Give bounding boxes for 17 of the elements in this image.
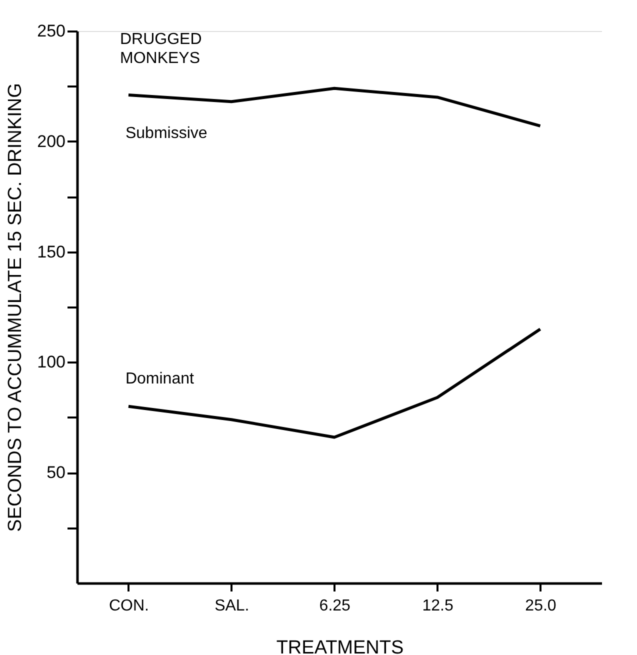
series-label: Dominant: [125, 370, 194, 388]
y-axis-title: SECONDS TO ACCUMMULATE 15 SEC. DRINKING: [5, 83, 26, 532]
x-tick-label: SAL.: [214, 598, 250, 614]
y-tick-label: 250: [37, 22, 66, 40]
y-tick-label: 150: [37, 242, 66, 262]
series-label: Submissive: [125, 125, 208, 142]
y-tick-label: 200: [37, 132, 66, 151]
x-axis-title: TREATMENTS: [276, 638, 404, 655]
x-tick-label: CON.: [108, 598, 149, 614]
x-tick-label: 25.0: [525, 598, 556, 614]
line-series: [126, 328, 542, 439]
x-tick-label: 12.5: [422, 598, 454, 614]
text: DRUGGED MONKEYS: [120, 31, 202, 67]
x-tick-label: 6.25: [319, 598, 351, 614]
y-tick-label: 50: [46, 463, 66, 482]
y-tick-label: 100: [37, 352, 66, 372]
line-series: [126, 86, 542, 128]
